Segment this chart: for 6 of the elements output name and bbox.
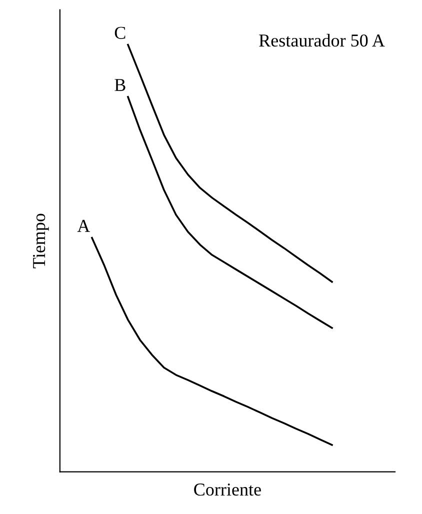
series-label: A [77, 220, 90, 232]
series-label: B [114, 79, 126, 91]
x-axis-title: Corriente [194, 484, 261, 496]
y-axis-title: Tiempo [33, 214, 49, 268]
series-label: C [114, 26, 126, 39]
annotation: Restaurador 50 A [259, 34, 385, 47]
